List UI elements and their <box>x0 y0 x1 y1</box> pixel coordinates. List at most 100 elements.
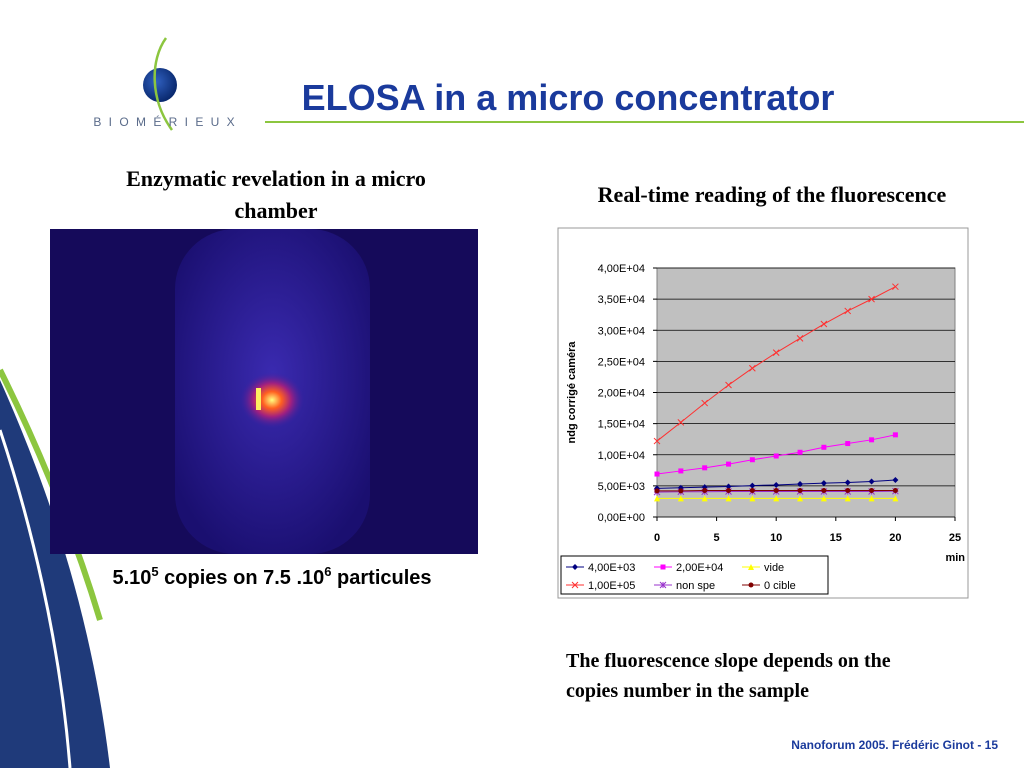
decor-swoosh <box>0 380 110 768</box>
legend-marker <box>571 581 579 589</box>
footer: Nanoforum 2005. Frédéric Ginot - 15 <box>791 738 998 752</box>
data-point <box>773 453 779 459</box>
legend-marker <box>748 582 754 588</box>
data-point <box>725 495 732 502</box>
data-point <box>749 482 756 489</box>
data-point <box>654 495 660 502</box>
data-point <box>702 488 708 494</box>
legend-label: vide <box>764 562 784 574</box>
data-point <box>892 432 898 438</box>
logo-text: B I O M É R I E U X <box>93 114 236 129</box>
caption-part: 5.10 <box>112 567 151 589</box>
caption-sup: 5 <box>151 564 158 579</box>
legend-marker <box>659 581 667 589</box>
data-point <box>677 419 685 426</box>
left-heading: Enzymatic revelation in a micro chamber <box>126 166 426 223</box>
data-point <box>797 488 803 494</box>
decor-swoosh-line <box>0 429 72 768</box>
data-point <box>821 488 827 494</box>
y-tick-label: 2,50E+04 <box>598 356 645 368</box>
data-point <box>678 468 684 474</box>
data-point <box>845 441 851 447</box>
data-point <box>892 488 898 494</box>
data-point <box>868 495 875 502</box>
caption-part: particules <box>331 567 431 589</box>
legend-marker <box>660 564 666 570</box>
right-heading: Real-time reading of the fluorescence <box>598 182 947 207</box>
data-point <box>844 495 851 502</box>
caption-sup: 6 <box>324 564 331 579</box>
data-point <box>868 478 875 485</box>
data-point <box>892 495 899 502</box>
data-point <box>702 465 708 471</box>
x-tick-label: 15 <box>830 532 842 544</box>
y-tick-label: 3,50E+04 <box>598 294 645 306</box>
legend-marker <box>748 564 754 570</box>
data-point <box>821 444 827 450</box>
data-point <box>797 495 804 502</box>
legend-label: 2,00E+04 <box>676 562 723 574</box>
data-point <box>725 483 732 490</box>
y-tick-label: 3,00E+04 <box>598 325 645 337</box>
data-point <box>772 349 780 357</box>
data-point <box>869 488 875 494</box>
data-point <box>845 488 851 494</box>
data-point <box>868 295 875 303</box>
legend-box <box>560 555 829 595</box>
data-point <box>869 437 875 443</box>
legend-marker <box>572 564 578 570</box>
legend-label: 4,00E+03 <box>588 562 635 574</box>
y-tick-label: 0,00E+00 <box>598 512 645 524</box>
x-tick-label: 20 <box>889 532 901 544</box>
image-caption: 5.105 copies on 7.5 .106 particules <box>112 564 431 589</box>
data-point <box>726 461 732 467</box>
data-point <box>820 495 827 502</box>
legend-label: 1,00E+05 <box>588 580 635 592</box>
y-tick-label: 2,00E+04 <box>598 388 645 400</box>
data-point <box>701 399 709 407</box>
data-point <box>749 364 756 372</box>
y-tick-label: 4,00E+04 <box>598 263 645 275</box>
data-point <box>725 381 732 389</box>
y-axis-label: ndg corrigé caméra <box>566 341 578 444</box>
data-point <box>653 437 661 445</box>
logo-globe <box>143 68 177 102</box>
data-point <box>749 495 756 502</box>
y-tick-label: 5,00E+03 <box>598 481 645 493</box>
legend-label: 0 cible <box>764 580 796 592</box>
x-tick-label: 0 <box>654 532 660 544</box>
micrograph <box>50 229 478 554</box>
data-point <box>654 471 660 477</box>
data-point <box>773 481 780 488</box>
data-point <box>773 488 779 494</box>
x-axis-label: min <box>945 552 965 564</box>
chart: 0,00E+00 5,00E+03 1,00E+04 1,50E+04 2,00E+04… <box>560 263 965 595</box>
x-tick-label: 5 <box>714 532 720 544</box>
data-point <box>820 480 827 487</box>
legend-label: non spe <box>676 580 715 592</box>
data-point <box>892 476 899 483</box>
data-point <box>844 307 852 315</box>
caption-part: copies on 7.5 .10 <box>159 567 325 589</box>
data-point <box>654 488 660 494</box>
data-point <box>749 457 755 463</box>
data-point <box>844 479 851 486</box>
note-line: copies number in the sample <box>566 680 809 702</box>
data-point <box>701 495 708 502</box>
data-point <box>678 488 684 494</box>
data-point <box>892 283 899 291</box>
data-point <box>796 334 804 342</box>
x-tick-label: 25 <box>949 532 961 544</box>
data-point <box>797 449 803 455</box>
x-tick-label: 10 <box>770 532 782 544</box>
data-point <box>773 495 780 502</box>
data-point <box>797 481 804 488</box>
note-line: The fluorescence slope depends on the <box>566 650 891 672</box>
y-tick-label: 1,00E+04 <box>598 450 645 462</box>
data-point <box>820 320 828 328</box>
logo-leaf <box>153 37 174 131</box>
data-point <box>726 488 732 494</box>
data-point <box>677 495 684 502</box>
